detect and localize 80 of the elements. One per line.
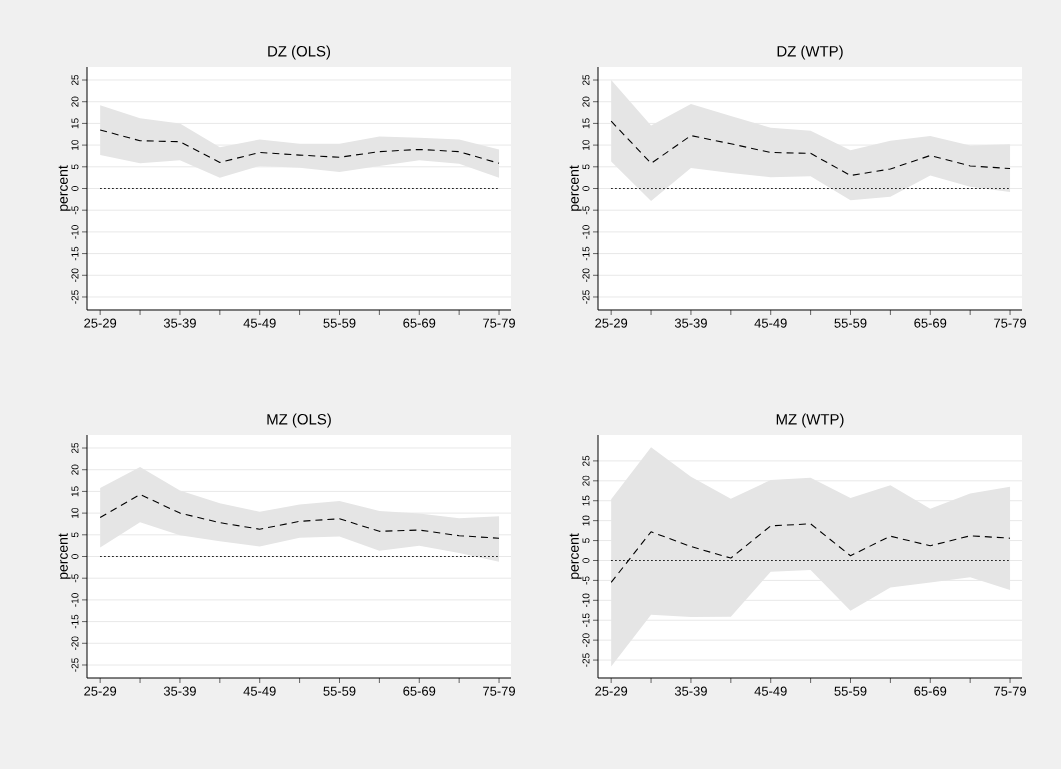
- y-tick-label: -20: [71, 268, 79, 283]
- x-tick-label: 55-59: [323, 686, 356, 696]
- x-tick-label: 75-79: [483, 318, 515, 328]
- x-tick-label: 55-59: [834, 686, 867, 696]
- x-tick-label: 25-29: [595, 686, 628, 696]
- chart-title: DZ (WTP): [777, 45, 843, 60]
- y-tick-label: -25: [582, 653, 590, 667]
- y-tick-label: -10: [582, 225, 590, 239]
- x-tick-label: 45-49: [243, 318, 276, 328]
- line-series: [610, 523, 1011, 583]
- y-tick-label: 25: [582, 74, 590, 86]
- y-tick-label: -5: [582, 206, 590, 215]
- y-tick-label: 25: [582, 455, 590, 466]
- y-tick-label: 10: [71, 139, 79, 150]
- y-tick-label: 5: [71, 164, 79, 170]
- line-series: [99, 493, 500, 539]
- y-tick-label: 20: [582, 96, 590, 107]
- x-tick-label: 25-29: [595, 318, 628, 328]
- y-tick-label: 10: [582, 515, 590, 526]
- y-tick-label: 25: [71, 74, 79, 86]
- y-tick-label: 10: [71, 507, 79, 518]
- y-axis-title: percent: [58, 533, 71, 579]
- chart-title: DZ (OLS): [268, 45, 331, 60]
- x-tick-label: 45-49: [754, 686, 787, 696]
- y-tick-label: 5: [582, 164, 590, 170]
- y-tick-label: 0: [71, 186, 79, 191]
- x-tick-label: 75-79: [994, 686, 1026, 696]
- y-tick-label: 15: [582, 118, 590, 129]
- y-tick-label: -20: [582, 268, 590, 283]
- y-tick-label: 5: [71, 532, 79, 538]
- y-tick-label: -25: [71, 658, 79, 672]
- y-tick-label: -15: [71, 246, 79, 261]
- y-tick-label: 25: [71, 442, 79, 454]
- chart-title: MZ (OLS): [267, 413, 331, 428]
- y-tick-label: -15: [582, 613, 590, 627]
- x-tick-label: 55-59: [323, 318, 356, 328]
- y-tick-label: -20: [71, 636, 79, 651]
- y-tick-label: 0: [582, 186, 590, 191]
- x-tick-label: 75-79: [994, 318, 1026, 328]
- y-tick-label: 20: [71, 96, 79, 107]
- x-tick-label: 25-29: [84, 686, 117, 696]
- x-tick-label: 65-69: [914, 686, 947, 696]
- x-tick-label: 65-69: [914, 318, 947, 328]
- y-tick-label: 15: [582, 495, 590, 506]
- y-tick-label: -10: [71, 593, 79, 607]
- y-tick-label: -10: [582, 593, 590, 608]
- y-tick-label: -5: [71, 206, 79, 215]
- y-tick-label: -10: [71, 225, 79, 239]
- line-series: [99, 129, 500, 164]
- y-tick-label: 15: [71, 118, 79, 129]
- y-tick-label: -5: [71, 574, 79, 583]
- x-tick-label: 35-39: [674, 686, 707, 696]
- y-tick-label: 10: [582, 139, 590, 150]
- x-tick-label: 45-49: [754, 318, 787, 328]
- x-tick-label: 35-39: [674, 318, 707, 328]
- y-tick-label: 20: [582, 475, 590, 486]
- y-tick-label: -20: [582, 633, 590, 647]
- y-tick-label: -5: [582, 576, 590, 585]
- x-tick-label: 75-79: [483, 686, 515, 696]
- x-tick-label: 35-39: [163, 686, 196, 696]
- y-tick-label: -15: [582, 246, 590, 261]
- y-tick-label: 0: [582, 558, 590, 563]
- y-tick-label: -15: [71, 614, 79, 629]
- x-tick-label: 45-49: [243, 686, 276, 696]
- y-axis-title: percent: [569, 165, 582, 211]
- line-series: [610, 120, 1011, 177]
- y-tick-label: -25: [71, 290, 79, 304]
- y-tick-label: 5: [582, 538, 590, 543]
- chart-title: MZ (WTP): [776, 413, 844, 428]
- y-tick-label: 0: [71, 554, 79, 559]
- x-tick-label: 35-39: [163, 318, 196, 328]
- y-axis-title: percent: [58, 165, 71, 211]
- x-tick-label: 65-69: [403, 686, 436, 696]
- y-axis-title: percent: [569, 533, 582, 579]
- y-tick-label: 20: [71, 464, 79, 475]
- x-tick-label: 25-29: [84, 318, 117, 328]
- y-tick-label: -25: [582, 290, 590, 304]
- y-tick-label: 15: [71, 486, 79, 497]
- x-tick-label: 65-69: [403, 318, 436, 328]
- x-tick-label: 55-59: [834, 318, 867, 328]
